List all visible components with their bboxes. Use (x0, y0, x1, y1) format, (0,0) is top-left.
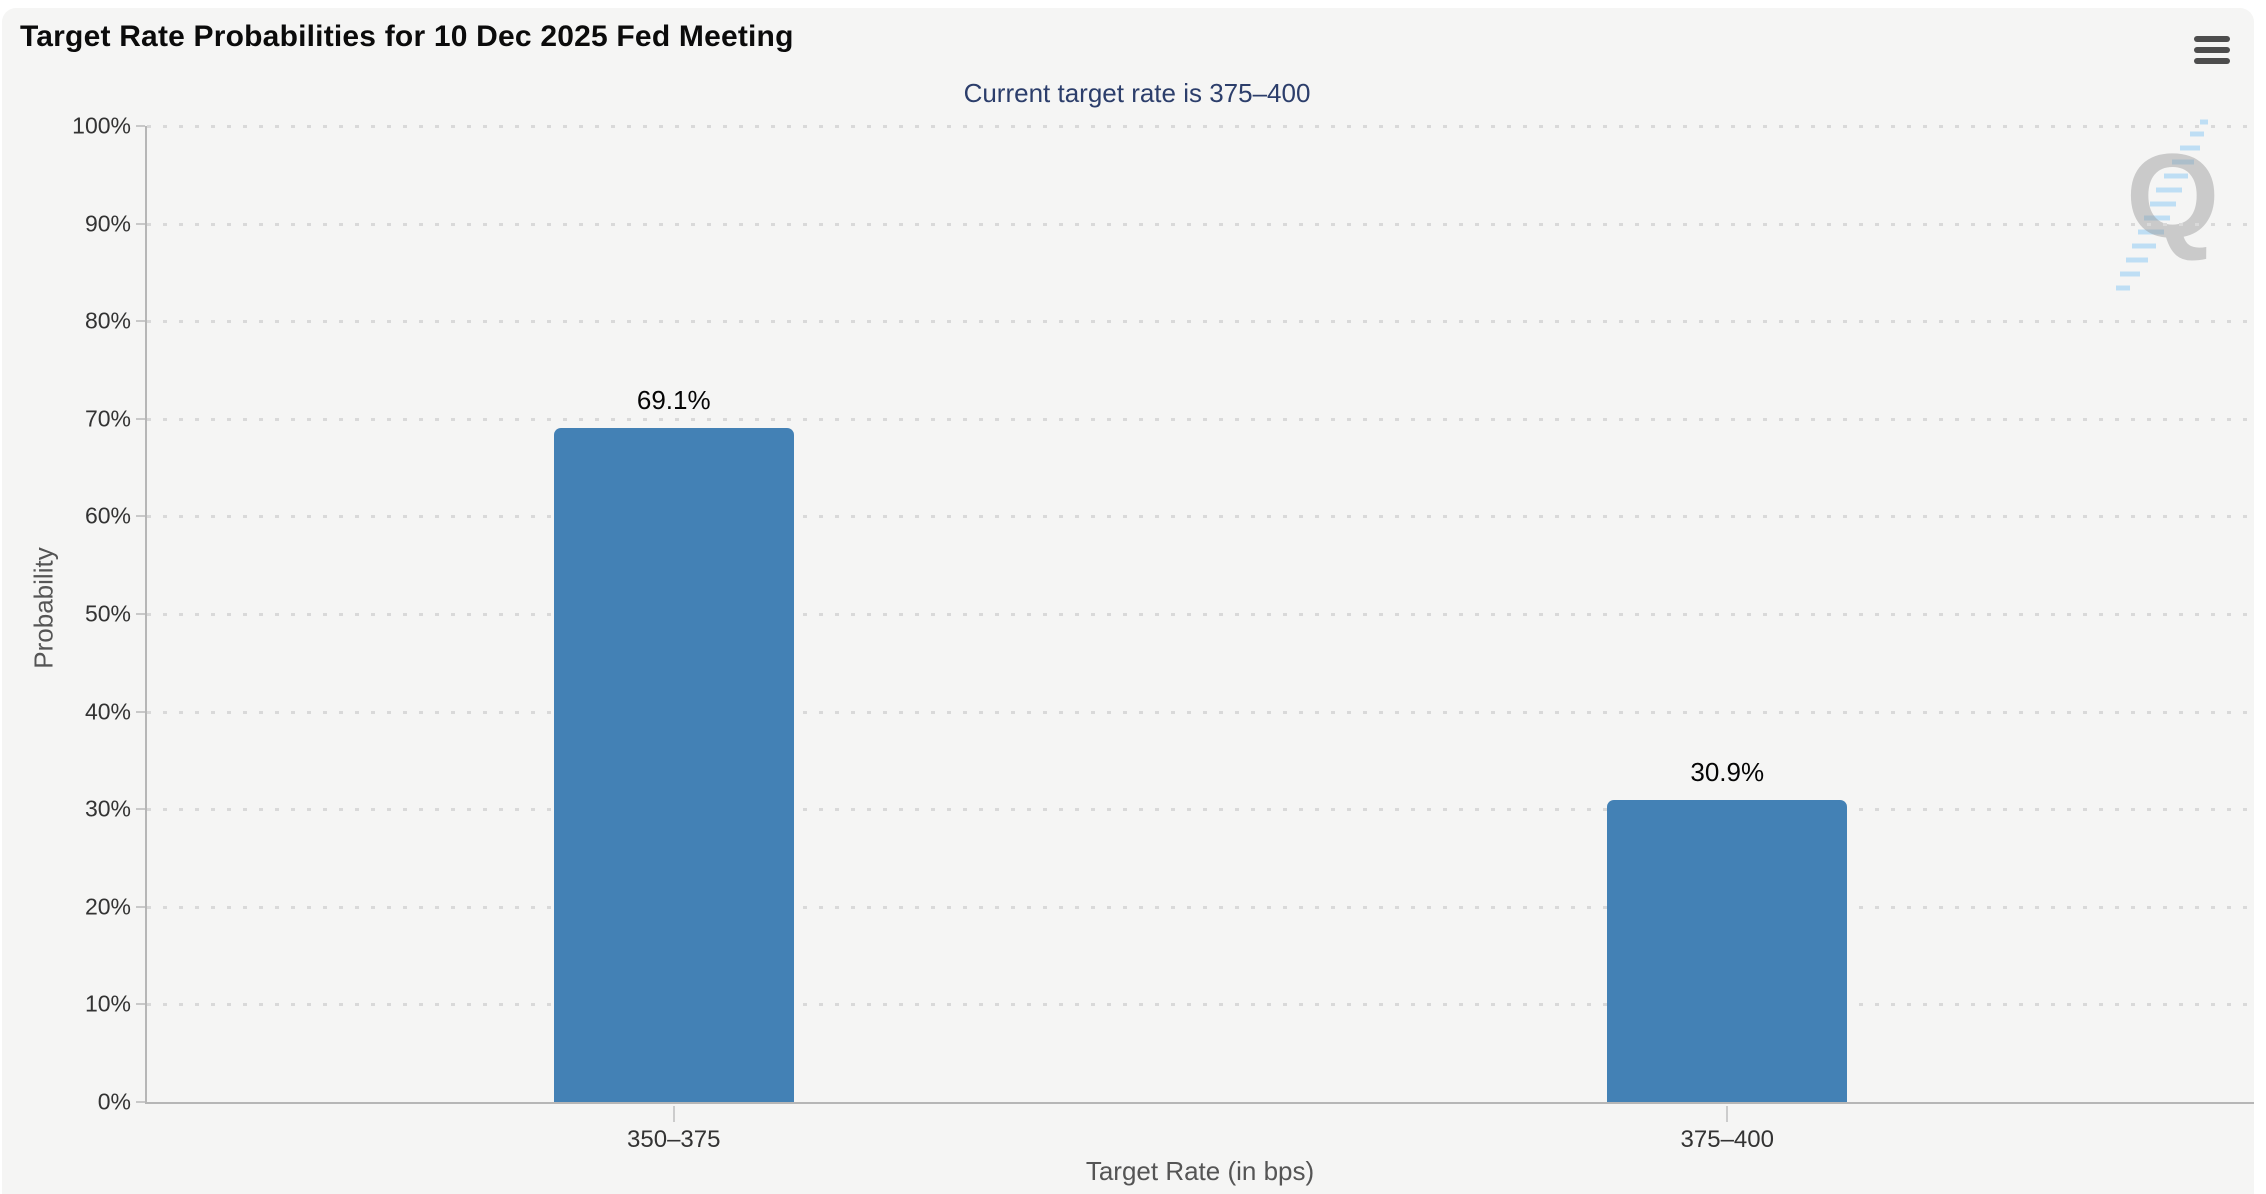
y-axis-title: Probability (28, 547, 59, 669)
chart-menu-button[interactable] (2186, 28, 2238, 74)
x-axis-title: Target Rate (in bps) (1085, 1156, 1315, 1186)
bar-375–400[interactable] (1607, 800, 1848, 1102)
y-tick-mark (136, 320, 145, 323)
bar-value-label: 30.9% (1690, 757, 1765, 788)
x-tick-mark (672, 1106, 675, 1122)
y-tick-mark (136, 710, 145, 713)
y-tick-label: 20% (84, 893, 131, 920)
y-tick-label: 30% (84, 795, 131, 822)
y-tick-mark (136, 417, 145, 420)
y-tick-mark (136, 125, 145, 127)
gridline-30 (147, 808, 2254, 812)
chart-subtitle: Current target rate is 375–400 (963, 78, 1311, 108)
bar-350–375[interactable] (553, 427, 794, 1102)
y-tick-label: 70% (84, 405, 131, 432)
y-tick-label: 50% (84, 600, 131, 627)
gridline-10 (147, 1003, 2254, 1007)
y-tick-mark (136, 613, 145, 615)
gridline-70 (147, 417, 2254, 421)
gridline-100 (147, 125, 2254, 128)
x-tick-label: 350–375 (627, 1126, 721, 1153)
y-tick-label: 90% (84, 210, 131, 237)
y-tick-mark (136, 1101, 145, 1103)
y-tick-label: 100% (72, 112, 131, 139)
gridline-20 (147, 905, 2254, 909)
chart-title: Target Rate Probabilities for 10 Dec 202… (20, 20, 794, 53)
y-tick-mark (136, 905, 145, 908)
gridline-60 (147, 515, 2254, 519)
y-tick-mark (136, 1003, 145, 1006)
y-tick-label: 10% (84, 990, 131, 1017)
bar-value-label: 69.1% (636, 384, 711, 415)
y-tick-mark (136, 222, 145, 225)
x-tick-label: 375–400 (1680, 1126, 1774, 1153)
gridline-40 (147, 710, 2254, 714)
chart-panel: Target Rate Probabilities for 10 Dec 202… (2, 8, 2254, 1194)
y-tick-label: 0% (97, 1088, 131, 1115)
y-tick-label: 60% (84, 502, 131, 529)
hamburger-icon (2194, 31, 2230, 69)
x-tick-mark (1726, 1106, 1729, 1122)
gridline-80 (147, 320, 2254, 324)
gridline-50 (147, 613, 2254, 616)
y-tick-mark (136, 808, 145, 811)
y-tick-label: 80% (84, 307, 131, 334)
y-tick-mark (136, 515, 145, 518)
y-tick-label: 40% (84, 698, 131, 725)
gridline-90 (147, 222, 2254, 226)
plot-area: 0% 10% 20% 30% 40% 50% 60% 70% 80% 90% 100% 69.1% 35… (72, 113, 2254, 1153)
